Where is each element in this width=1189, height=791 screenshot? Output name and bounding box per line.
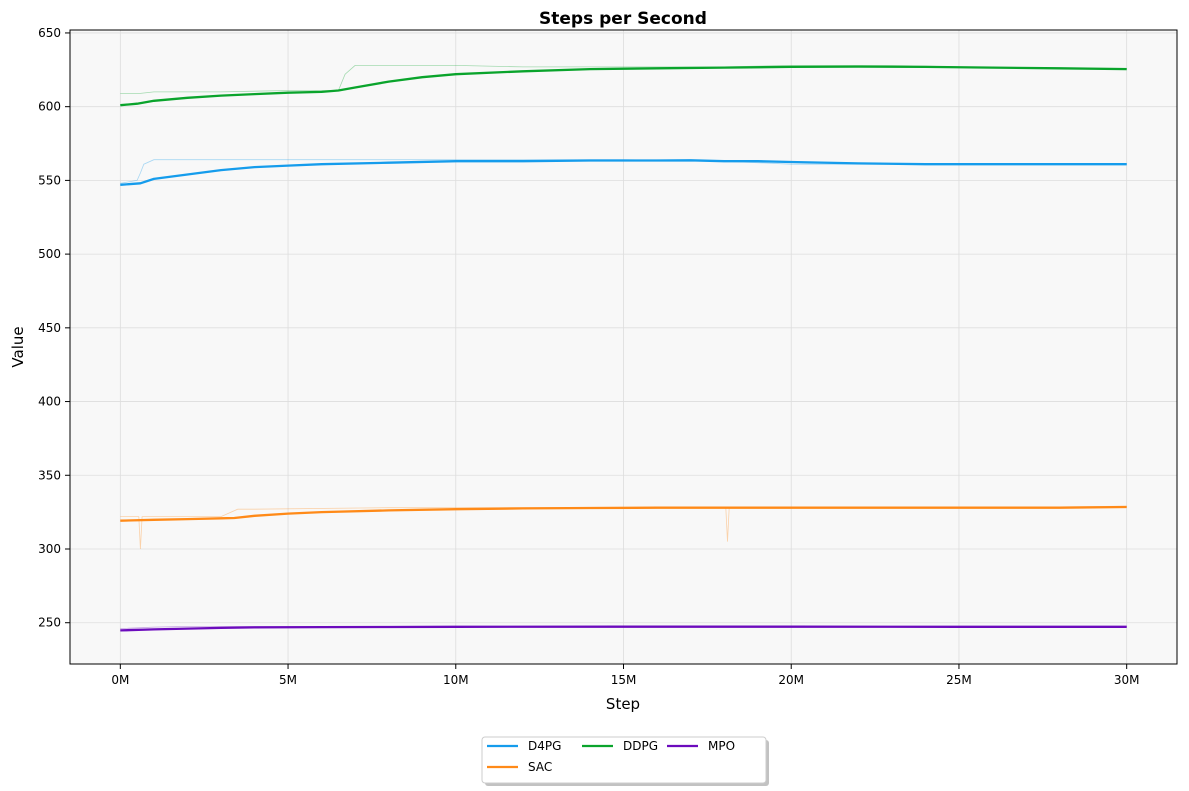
y-tick-label: 350	[38, 468, 61, 482]
x-tick-label: 20M	[778, 673, 804, 687]
x-tick-label: 30M	[1114, 673, 1140, 687]
legend-label-ddpg: DDPG	[623, 739, 658, 753]
series-line-ddpg	[120, 65, 1127, 107]
x-tick-label: 0M	[111, 673, 129, 687]
x-tick-label: 10M	[443, 673, 469, 687]
x-tick-label: 5M	[279, 673, 297, 687]
legend-label-mpo: MPO	[708, 739, 735, 753]
legend-items: D4PG DDPG MPO SAC	[487, 739, 735, 774]
y-tick-label: 550	[38, 173, 61, 187]
legend-label-sac: SAC	[528, 760, 552, 774]
y-axis-ticks: 250 300 350 400 450 500 550 600 650	[38, 26, 70, 630]
y-tick-label: 600	[38, 100, 61, 114]
grid-layer	[70, 30, 1177, 664]
chart-title: Steps per Second	[539, 9, 707, 29]
y-tick-label: 500	[38, 247, 61, 261]
series-line-sac	[120, 505, 1127, 522]
x-axis-label: Step	[606, 695, 640, 713]
y-tick-label: 300	[38, 542, 61, 556]
series-line-d4pg	[120, 159, 1127, 186]
y-tick-label: 400	[38, 395, 61, 409]
legend: D4PG DDPG MPO SAC	[481, 736, 769, 786]
series-line-mpo	[120, 625, 1127, 632]
legend-label-d4pg: D4PG	[528, 739, 561, 753]
y-tick-label: 450	[38, 321, 61, 335]
y-tick-label: 650	[38, 26, 61, 40]
smoothed-series-layer	[120, 65, 1127, 632]
x-axis-ticks: 0M 5M 10M 15M 20M 25M 30M	[111, 664, 1139, 687]
x-tick-label: 15M	[611, 673, 637, 687]
y-tick-label: 250	[38, 616, 61, 630]
x-tick-label: 25M	[946, 673, 972, 687]
y-axis-label: Value	[9, 326, 27, 367]
legend-box	[481, 736, 767, 784]
